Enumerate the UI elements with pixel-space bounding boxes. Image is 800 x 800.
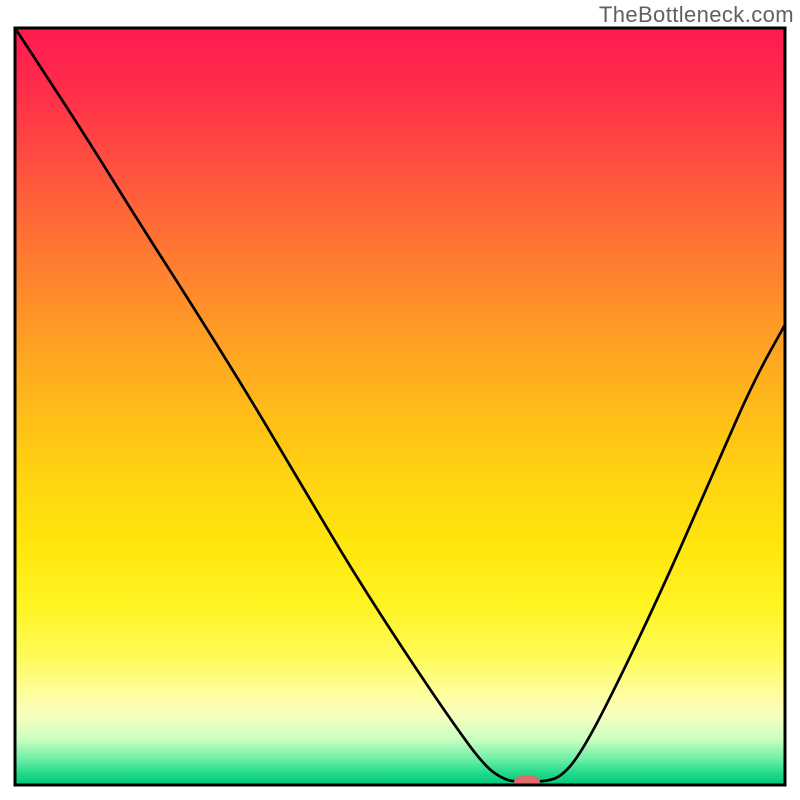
optimal-marker: [514, 775, 540, 789]
gradient-background: [15, 28, 785, 785]
bottleneck-chart: [0, 0, 800, 800]
watermark-text: TheBottleneck.com: [599, 2, 794, 28]
chart-container: TheBottleneck.com: [0, 0, 800, 800]
